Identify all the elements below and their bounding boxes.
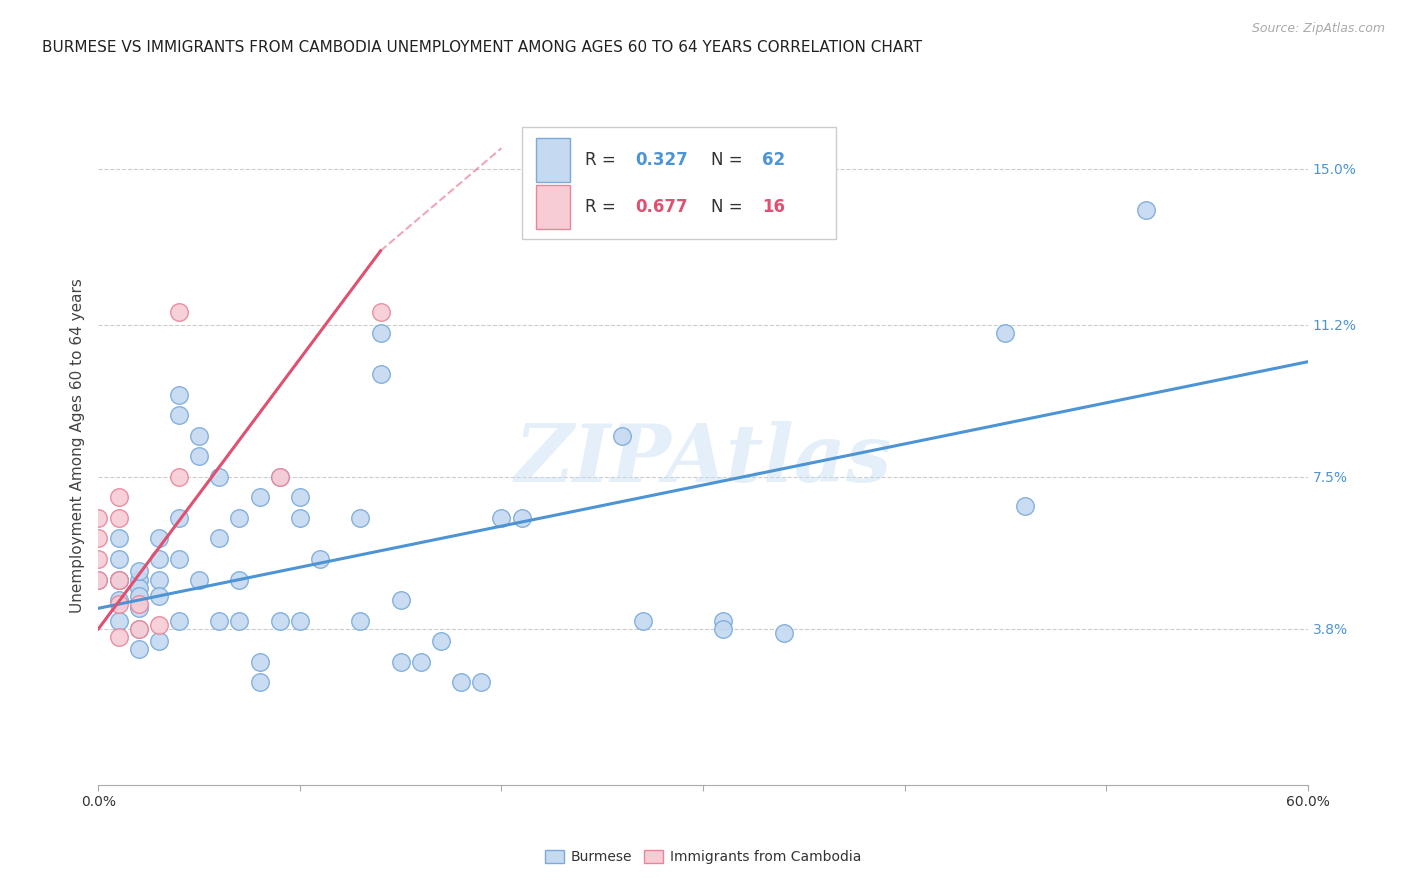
Text: 0.677: 0.677 [636, 198, 688, 217]
Point [107, 614, 129, 628]
Point [269, 470, 291, 484]
Point [167, 614, 190, 628]
Point [128, 597, 150, 611]
Point [87, 511, 110, 525]
Point [128, 601, 150, 615]
Point [228, 614, 250, 628]
Point [167, 552, 190, 566]
Point [148, 552, 170, 566]
Point [148, 532, 170, 546]
Point [711, 622, 734, 636]
Point [450, 675, 472, 690]
Point [1135, 202, 1157, 217]
Point [107, 630, 129, 644]
Point [107, 552, 129, 566]
Point [148, 589, 170, 603]
Point [208, 470, 231, 484]
Point [510, 511, 533, 525]
Text: Source: ZipAtlas.com: Source: ZipAtlas.com [1251, 22, 1385, 36]
Point [612, 428, 634, 442]
Point [107, 491, 129, 505]
Point [269, 614, 291, 628]
Text: R =: R = [585, 151, 620, 169]
Point [128, 622, 150, 636]
Point [208, 614, 231, 628]
Point [107, 511, 129, 525]
Point [491, 511, 513, 525]
Point [228, 511, 250, 525]
Point [772, 626, 794, 640]
Point [167, 408, 190, 422]
Point [288, 491, 311, 505]
FancyBboxPatch shape [522, 128, 837, 239]
Point [370, 305, 392, 319]
Point [87, 573, 110, 587]
Point [370, 367, 392, 381]
Text: R =: R = [585, 198, 620, 217]
Point [269, 470, 291, 484]
Text: 0.327: 0.327 [636, 151, 688, 169]
Point [128, 589, 150, 603]
Point [1014, 499, 1036, 513]
Point [994, 326, 1017, 340]
Text: 16: 16 [762, 198, 785, 217]
Point [167, 511, 190, 525]
Point [208, 532, 231, 546]
Point [409, 655, 432, 669]
Point [128, 642, 150, 657]
Point [128, 622, 150, 636]
Point [389, 655, 412, 669]
Point [128, 573, 150, 587]
Legend: Burmese, Immigrants from Cambodia: Burmese, Immigrants from Cambodia [538, 844, 868, 870]
Point [87, 532, 110, 546]
Point [249, 655, 271, 669]
Text: BURMESE VS IMMIGRANTS FROM CAMBODIA UNEMPLOYMENT AMONG AGES 60 TO 64 YEARS CORRE: BURMESE VS IMMIGRANTS FROM CAMBODIA UNEM… [42, 40, 922, 55]
Point [470, 675, 492, 690]
Text: 62: 62 [762, 151, 786, 169]
FancyBboxPatch shape [536, 186, 569, 229]
Text: N =: N = [711, 151, 748, 169]
Point [188, 450, 211, 464]
Point [389, 593, 412, 607]
Point [128, 581, 150, 595]
Point [167, 387, 190, 401]
Point [107, 573, 129, 587]
Point [370, 326, 392, 340]
Point [167, 470, 190, 484]
Point [288, 511, 311, 525]
Text: ZIPAtlas: ZIPAtlas [515, 421, 891, 499]
Point [711, 614, 734, 628]
Point [349, 511, 371, 525]
Point [148, 617, 170, 632]
Point [107, 532, 129, 546]
Point [107, 573, 129, 587]
Point [87, 552, 110, 566]
Point [148, 573, 170, 587]
Point [228, 573, 250, 587]
Point [167, 305, 190, 319]
Point [148, 634, 170, 648]
Point [107, 597, 129, 611]
Point [87, 573, 110, 587]
Y-axis label: Unemployment Among Ages 60 to 64 years: Unemployment Among Ages 60 to 64 years [69, 278, 84, 614]
FancyBboxPatch shape [536, 138, 569, 182]
Point [430, 634, 453, 648]
Point [288, 614, 311, 628]
Point [349, 614, 371, 628]
Point [107, 593, 129, 607]
Point [249, 491, 271, 505]
Point [188, 573, 211, 587]
Point [188, 428, 211, 442]
Text: N =: N = [711, 198, 748, 217]
Point [107, 573, 129, 587]
Point [128, 564, 150, 578]
Point [309, 552, 332, 566]
Point [249, 675, 271, 690]
Point [631, 614, 654, 628]
